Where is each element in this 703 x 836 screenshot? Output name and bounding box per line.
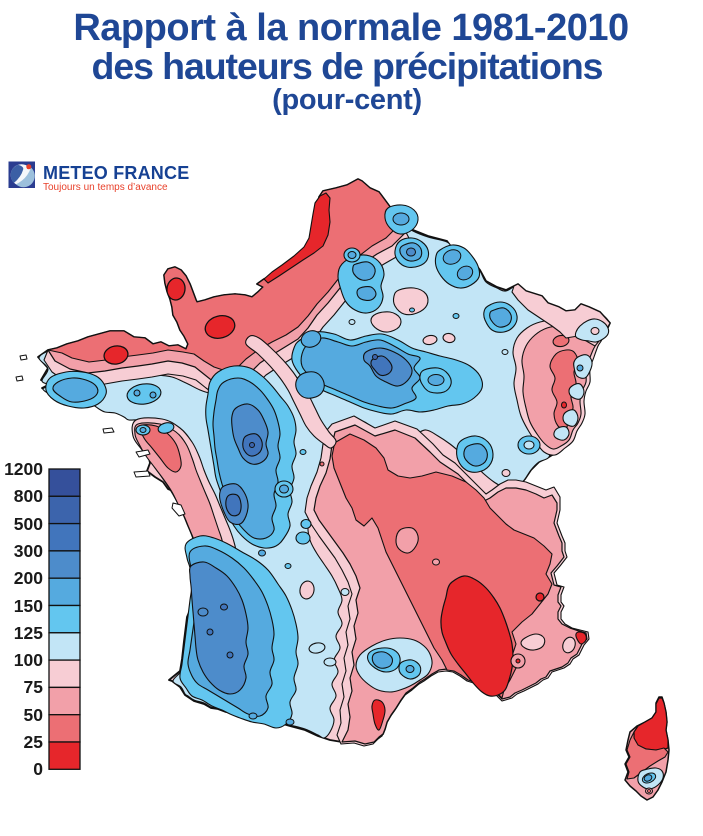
svg-text:150: 150 bbox=[14, 596, 43, 616]
svg-text:200: 200 bbox=[14, 568, 43, 588]
svg-text:(pour-cent): (pour-cent) bbox=[272, 84, 422, 116]
svg-text:50: 50 bbox=[24, 705, 44, 725]
svg-text:125: 125 bbox=[14, 623, 43, 643]
svg-text:METEO FRANCE: METEO FRANCE bbox=[43, 163, 189, 183]
svg-text:75: 75 bbox=[24, 677, 44, 697]
svg-text:Toujours un temps d’avance: Toujours un temps d’avance bbox=[43, 182, 168, 193]
svg-text:1200: 1200 bbox=[4, 459, 43, 479]
svg-text:300: 300 bbox=[14, 541, 43, 561]
svg-text:500: 500 bbox=[14, 514, 43, 534]
svg-text:0: 0 bbox=[33, 759, 43, 779]
svg-text:800: 800 bbox=[14, 486, 43, 506]
svg-text:25: 25 bbox=[24, 732, 44, 752]
svg-text:des hauteurs de précipitations: des hauteurs de précipitations bbox=[92, 45, 603, 87]
svg-text:100: 100 bbox=[14, 650, 43, 670]
svg-text:Rapport à la normale 1981-2010: Rapport à la normale 1981-2010 bbox=[73, 7, 628, 49]
